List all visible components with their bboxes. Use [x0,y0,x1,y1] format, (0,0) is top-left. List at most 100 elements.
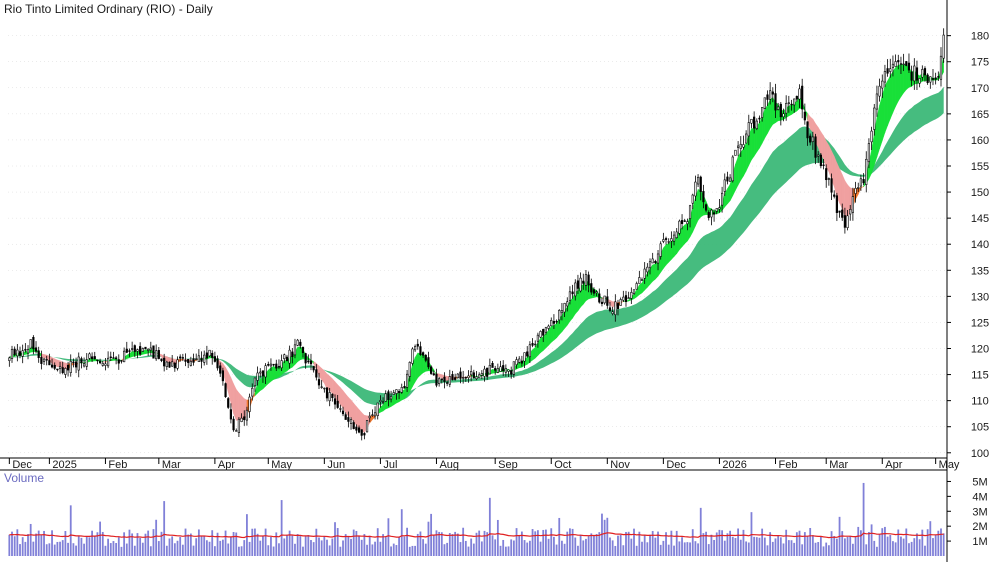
price-tick-label: 165 [971,109,989,121]
candle-body [109,356,112,358]
volume-tick-label: 3M [972,506,987,518]
volume-bar [59,541,61,556]
short-term-ribbon-segment [260,377,264,392]
volume-bar [627,531,630,556]
candle-body [894,61,897,67]
candle-body [173,362,176,369]
candle-body [611,311,614,314]
volume-bar [924,545,926,556]
short-term-ribbon-segment [345,393,349,417]
candle-body [793,98,796,106]
candle-body [10,349,14,359]
volume-bar [876,546,878,556]
candle-body [809,135,812,143]
candle-body [21,350,24,357]
volume-bar [689,542,691,556]
volume-bar [579,534,582,556]
candle-body [878,85,881,97]
candle-body [942,34,945,59]
candle-body [616,303,620,309]
volume-bar [230,537,232,556]
candle-body [536,334,539,342]
candle-body [37,350,40,358]
volume-bar [307,535,310,556]
volume-bar [942,533,945,556]
candle-body [515,359,518,365]
short-term-ribbon-segment [545,329,549,349]
volume-bar [8,534,11,556]
price-tick-label: 135 [971,265,989,277]
candle-body [753,116,756,129]
volume-bar [625,531,627,556]
volume-bar [721,530,723,556]
volume-bar [352,529,355,556]
volume-bar [387,518,390,556]
volume-bar [403,536,406,556]
candle-body [291,351,294,358]
candle-body [98,360,102,364]
candle-body [299,341,302,346]
month-tick-label: Mar [829,459,848,471]
short-term-ribbon-segment [553,323,557,341]
candle-body [790,103,793,106]
volume-bar [830,531,833,556]
candle-body [261,370,265,377]
candle-body [582,280,585,284]
volume-bars [8,482,945,556]
candle-body [96,359,99,362]
candle-body [285,356,289,362]
candle-body [854,187,857,194]
volume-bar [534,531,537,556]
volume-bar [45,544,48,556]
short-term-ribbon-segment [238,392,242,421]
price-tick-label: 140 [971,239,989,251]
short-term-ribbon-segment [388,398,392,409]
candle-body [659,243,662,257]
candle-body [862,179,865,184]
price-tick-label: 175 [971,57,989,69]
volume-bar [852,543,854,556]
volume-bar [35,533,37,556]
volume-bar [123,532,126,556]
candle-body [664,238,668,240]
short-term-ribbon-segment [753,124,757,157]
candle-body [267,363,270,366]
short-term-ribbon-segment [740,148,744,182]
volume-bar [734,538,737,556]
candle-body [232,418,235,431]
candle-body [24,349,27,351]
candle-body [526,351,529,357]
volume-bar [614,545,617,556]
candle-body [574,282,577,297]
candle-body [667,241,670,243]
volume-bar [213,546,216,556]
volume-bar [798,530,801,556]
candle-body [907,62,911,71]
candle-body [833,194,836,197]
candle-body [277,366,281,368]
volume-bar [406,527,408,556]
volume-bar [21,537,24,556]
candle-body [26,349,30,354]
candle-body [435,373,438,386]
volume-bar [75,545,77,556]
candle-body [520,360,523,364]
volume-bar [141,542,144,556]
volume-bar [913,538,916,556]
price-tick-label: 105 [971,422,989,434]
volume-bar [104,545,107,556]
volume-bar [707,544,710,556]
volume-bar [216,532,219,556]
volume-bar [595,534,598,556]
volume-bar [731,536,734,556]
volume-bar [641,541,643,556]
candle-body [638,277,641,284]
volume-bar [384,536,387,556]
candle-body [608,307,612,311]
candle-body [913,65,916,82]
candle-body [929,76,932,83]
candle-body [192,358,195,363]
volume-bar [29,523,32,556]
volume-bar [251,528,254,556]
